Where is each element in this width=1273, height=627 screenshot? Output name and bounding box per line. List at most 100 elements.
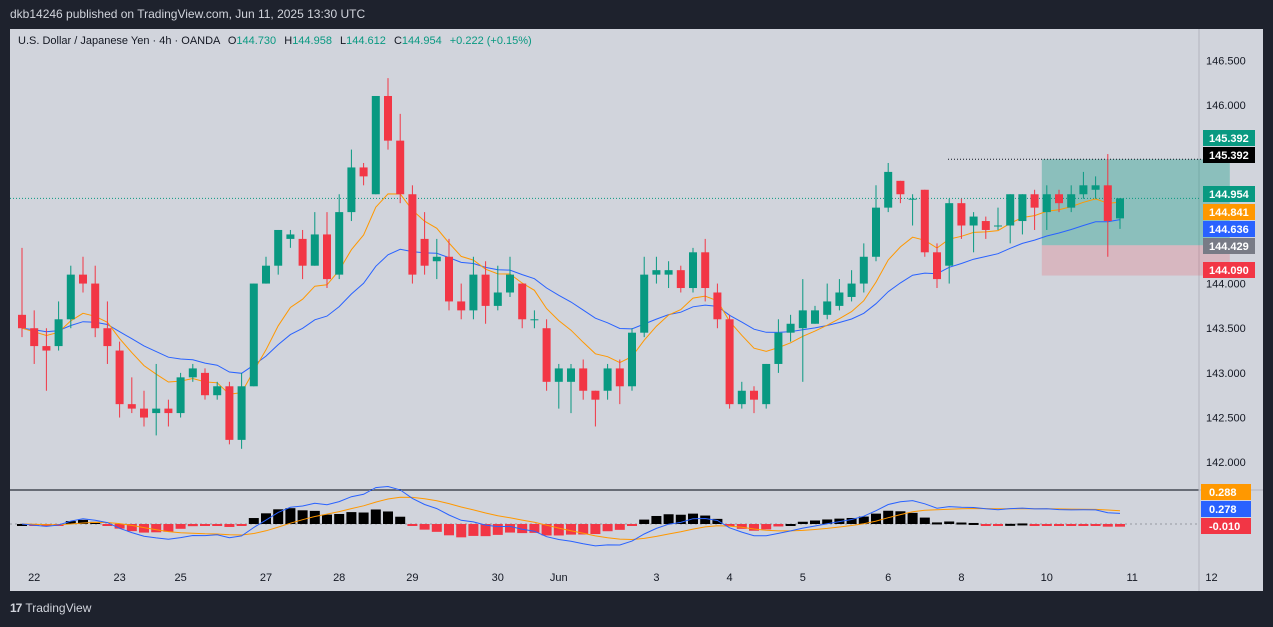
indicator-label-bg xyxy=(1201,484,1251,500)
candle xyxy=(164,399,173,427)
price-label-bg xyxy=(1203,147,1255,163)
candle-body xyxy=(689,252,697,289)
candle-body xyxy=(859,256,868,284)
candle xyxy=(66,265,75,329)
candle xyxy=(457,283,466,320)
close-value: 144.954 xyxy=(401,35,442,47)
histogram-bar xyxy=(797,521,808,524)
histogram-bar xyxy=(993,524,1003,526)
candle-body xyxy=(66,274,75,320)
histogram-bar xyxy=(419,524,430,530)
candle-body xyxy=(347,167,356,213)
candle-body xyxy=(603,368,612,391)
histogram-bar xyxy=(187,524,198,527)
candle xyxy=(1067,185,1076,213)
histogram-bar xyxy=(590,524,601,535)
price-label-text: 144.429 xyxy=(1209,241,1249,253)
candle-body xyxy=(920,189,929,253)
stop-zone xyxy=(1041,245,1230,276)
indicator-label-bg xyxy=(1201,518,1251,534)
candle xyxy=(1091,176,1100,199)
candle-body xyxy=(359,167,368,177)
indicator-label-hist: -0.010 xyxy=(1201,518,1251,534)
candle-body xyxy=(115,350,124,405)
price-label-line: 145.392 xyxy=(1203,147,1255,163)
candle-body xyxy=(1067,194,1076,208)
candle-body xyxy=(945,203,954,266)
candle xyxy=(176,372,185,418)
candle xyxy=(188,363,197,382)
histogram-bar xyxy=(895,511,906,524)
change-value: +0.222 (+0.15%) xyxy=(449,35,532,47)
candle-body xyxy=(1030,194,1039,208)
x-tick-label: 23 xyxy=(113,572,125,584)
histogram-bar xyxy=(1017,523,1028,526)
candle-body xyxy=(652,270,661,275)
candle xyxy=(274,229,283,275)
histogram-bar xyxy=(602,524,613,532)
histogram-bar xyxy=(139,524,149,533)
candle xyxy=(554,363,563,409)
candle-body xyxy=(91,283,100,329)
histogram-bar xyxy=(358,512,369,524)
histogram-bar xyxy=(334,513,345,524)
candle-body xyxy=(713,292,722,320)
histogram-bar xyxy=(248,518,259,524)
x-tick-label: 4 xyxy=(727,572,733,584)
histogram-bar xyxy=(383,511,393,524)
candle xyxy=(323,212,331,289)
candle-body xyxy=(896,180,905,195)
candle-body xyxy=(420,238,429,266)
candle xyxy=(737,381,746,409)
candle xyxy=(1055,189,1063,213)
candle xyxy=(249,283,258,387)
close-label: C xyxy=(393,35,402,47)
histogram-bar xyxy=(614,524,625,530)
histogram-bar xyxy=(871,513,881,524)
candle-body xyxy=(933,252,941,280)
price-label-entry: 144.429 xyxy=(1203,238,1255,254)
candle xyxy=(445,238,453,311)
indicator-label-text: 0.278 xyxy=(1209,504,1237,516)
candle xyxy=(1116,197,1124,229)
histogram-bar xyxy=(346,512,357,524)
x-tick-label: 6 xyxy=(885,572,891,584)
histogram-bar xyxy=(651,515,662,524)
y-tick-label: 142.000 xyxy=(1206,457,1246,469)
candle-body xyxy=(750,390,758,400)
histogram-bar xyxy=(78,519,88,524)
brand-label: TradingView xyxy=(25,601,92,615)
indicator-label-text: 0.288 xyxy=(1209,487,1237,499)
candle-body xyxy=(774,332,783,364)
candle xyxy=(640,256,649,338)
price-label-bg xyxy=(1203,262,1255,278)
price-label-text: 145.392 xyxy=(1209,133,1249,145)
candle-body xyxy=(213,386,222,396)
candle-body xyxy=(469,274,478,311)
histogram-bar xyxy=(236,524,247,526)
histogram-bar xyxy=(261,513,271,524)
histogram-bar xyxy=(1115,524,1125,527)
candle-body xyxy=(18,314,26,329)
candle xyxy=(664,261,673,289)
candle xyxy=(213,381,222,400)
histogram-bar xyxy=(712,518,723,524)
candle xyxy=(384,78,392,150)
histogram-bar xyxy=(541,524,552,536)
candle-body xyxy=(1116,198,1124,219)
tradingview-brand[interactable]: 17 TradingView xyxy=(10,601,91,615)
x-tick-label: 12 xyxy=(1205,572,1217,584)
candle-body xyxy=(518,283,527,320)
x-tick-label: 22 xyxy=(28,572,40,584)
candle-body xyxy=(579,368,588,391)
histogram-bar xyxy=(846,517,857,524)
candle xyxy=(396,113,405,204)
histogram-bar xyxy=(1078,524,1089,526)
candle-body xyxy=(1006,194,1015,226)
candle xyxy=(542,319,551,391)
histogram-bar xyxy=(431,524,442,532)
candle xyxy=(91,265,100,338)
candle xyxy=(750,386,758,414)
histogram-bar xyxy=(370,509,381,524)
